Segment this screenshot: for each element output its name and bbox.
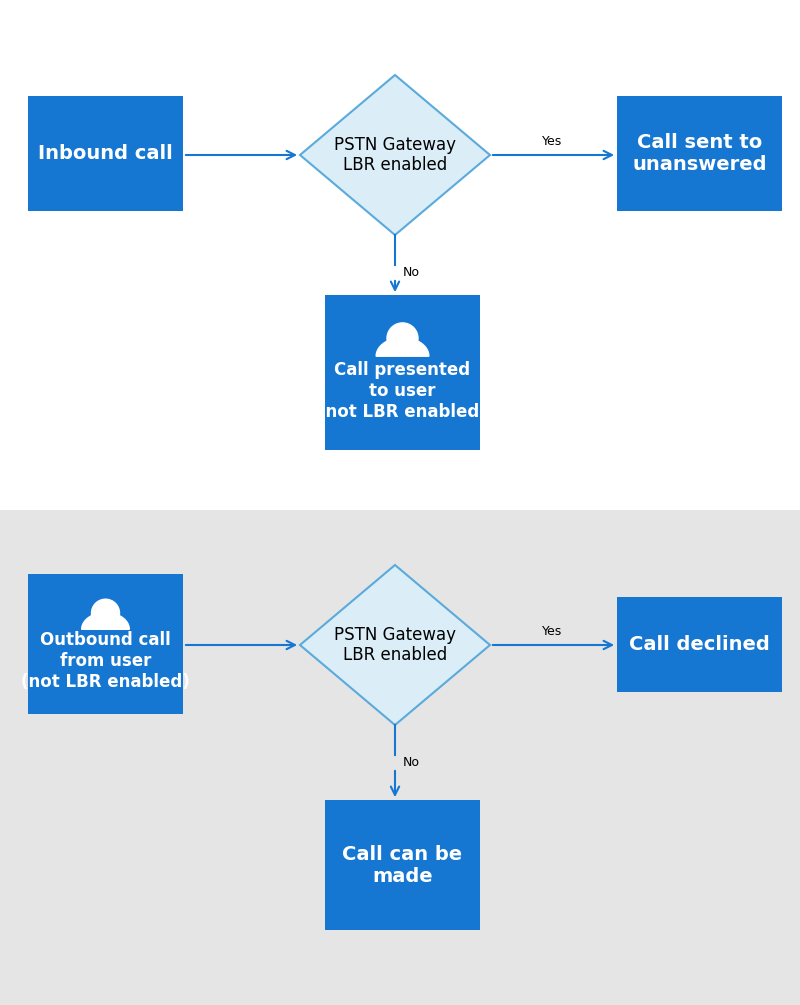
Bar bbox=[28, 96, 183, 211]
Text: Call declined: Call declined bbox=[629, 635, 770, 654]
Polygon shape bbox=[300, 75, 490, 235]
Bar bbox=[617, 597, 782, 692]
Text: Call sent to
unanswered: Call sent to unanswered bbox=[632, 133, 766, 174]
Text: Yes: Yes bbox=[542, 135, 562, 148]
Text: Inbound call: Inbound call bbox=[38, 144, 173, 163]
Circle shape bbox=[91, 599, 119, 627]
Bar bbox=[325, 295, 480, 450]
Bar bbox=[0, 0, 800, 510]
Polygon shape bbox=[300, 565, 490, 725]
Polygon shape bbox=[82, 612, 130, 629]
Text: PSTN Gateway
LBR enabled: PSTN Gateway LBR enabled bbox=[334, 625, 456, 664]
Text: Yes: Yes bbox=[542, 625, 562, 638]
Circle shape bbox=[387, 323, 418, 354]
Bar bbox=[28, 574, 183, 714]
Bar bbox=[617, 96, 782, 211]
Bar bbox=[325, 800, 480, 930]
Bar bbox=[0, 510, 800, 1005]
Text: Call presented
to user
(not LBR enabled): Call presented to user (not LBR enabled) bbox=[318, 362, 487, 421]
Text: Call can be
made: Call can be made bbox=[342, 844, 462, 885]
Polygon shape bbox=[376, 338, 429, 356]
Text: No: No bbox=[403, 265, 420, 278]
Text: No: No bbox=[403, 756, 420, 769]
Text: PSTN Gateway
LBR enabled: PSTN Gateway LBR enabled bbox=[334, 136, 456, 175]
Text: Outbound call
from user
(not LBR enabled): Outbound call from user (not LBR enabled… bbox=[21, 631, 190, 690]
